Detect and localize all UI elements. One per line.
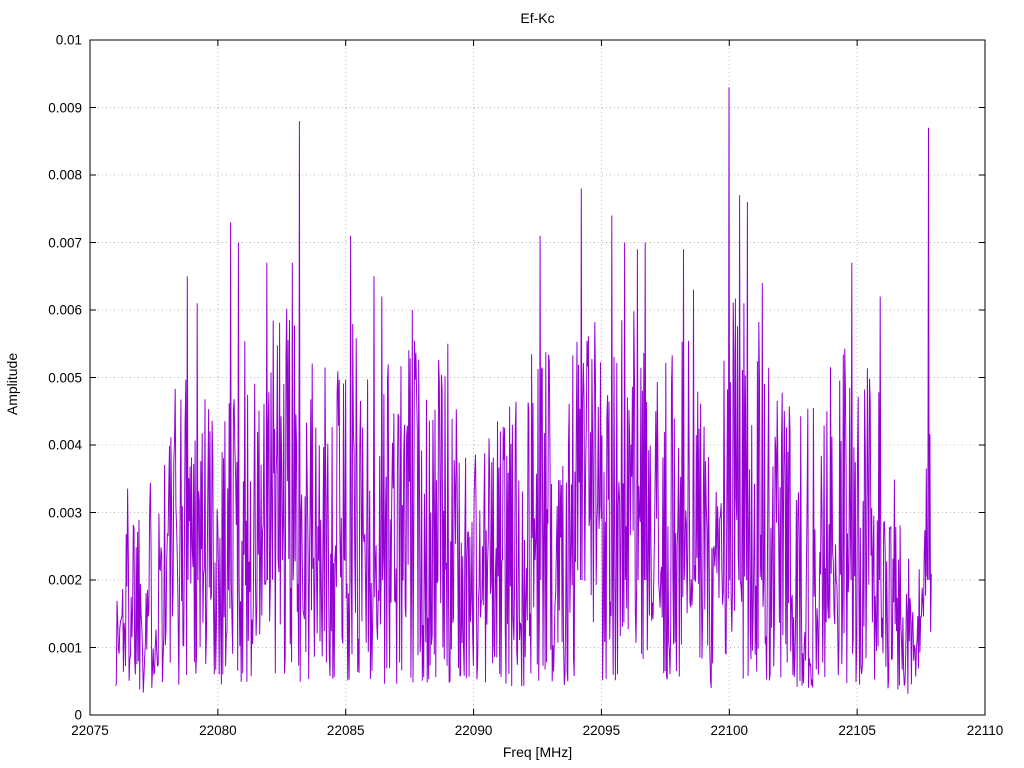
y-tick-label: 0.006 [48,302,82,318]
x-tick-label: 22105 [838,723,876,738]
y-tick-label: 0.004 [48,437,82,453]
x-axis-label: Freq [MHz] [502,744,573,760]
chart-title: Ef-Kc [520,10,555,26]
x-tick-label: 22100 [710,723,749,738]
y-tick-label: 0.007 [48,235,82,250]
x-tick-label: 22090 [454,723,493,738]
y-tick-label: 0.005 [48,370,82,385]
x-tick-label: 22085 [326,723,365,738]
y-tick-label: 0 [74,707,82,723]
y-tick-label: 0.009 [48,100,82,115]
y-tick-label: 0.008 [48,167,82,183]
x-tick-label: 22110 [966,723,1004,738]
y-axis-label: Amplitude [4,352,20,416]
y-tick-label: 0.002 [48,572,82,588]
x-tick-label: 22080 [199,723,237,738]
y-tick-label: 0.003 [48,505,82,520]
data-series-line [115,87,932,694]
y-tick-label: 0.001 [48,640,82,655]
x-tick-label: 22095 [582,723,621,738]
y-tick-label: 0.01 [55,32,82,48]
x-tick-label: 22075 [71,723,109,738]
